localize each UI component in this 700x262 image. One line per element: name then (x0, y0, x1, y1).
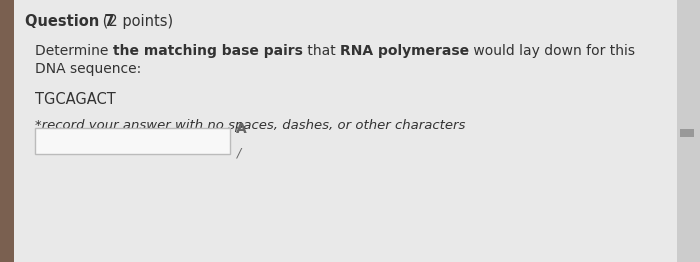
Text: A: A (236, 122, 246, 136)
Bar (680, 129, 694, 137)
Bar (677, 0, 700, 262)
Text: would lay down for this: would lay down for this (469, 44, 635, 58)
Text: Determine: Determine (35, 44, 113, 58)
Text: *record your answer with no spaces, dashes, or other characters: *record your answer with no spaces, dash… (35, 119, 466, 132)
Bar (35, 128, 230, 154)
Text: the matching base pairs: the matching base pairs (113, 44, 302, 58)
Text: Question 7: Question 7 (25, 14, 115, 29)
Bar (0, 0, 14, 262)
Text: DNA sequence:: DNA sequence: (35, 62, 141, 76)
Text: that: that (302, 44, 340, 58)
Text: TGCAGACT: TGCAGACT (35, 92, 116, 107)
Text: (2 points): (2 points) (98, 14, 173, 29)
Text: /: / (237, 147, 241, 160)
Text: RNA polymerase: RNA polymerase (340, 44, 469, 58)
